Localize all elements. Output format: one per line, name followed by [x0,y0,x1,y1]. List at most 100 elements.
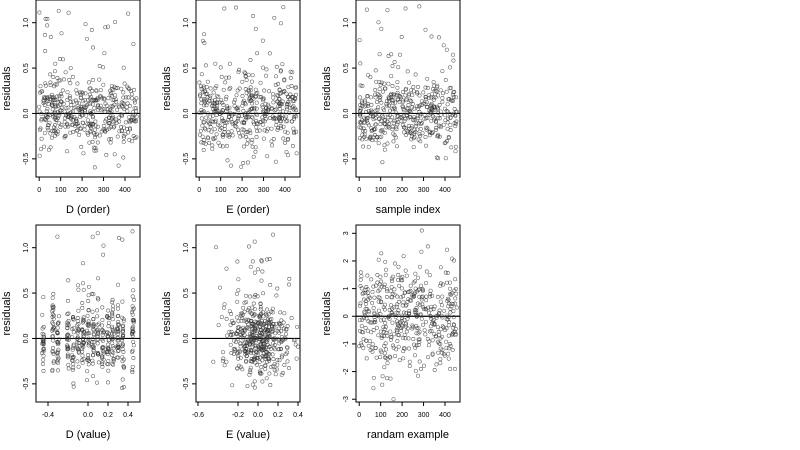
data-point [218,65,223,70]
data-point [267,51,272,56]
data-point [403,93,408,98]
data-point [380,129,385,134]
data-point [452,121,457,125]
data-point [115,355,120,360]
data-point [131,320,136,325]
data-point [65,352,70,357]
data-point [211,90,216,95]
data-point [205,135,210,140]
data-point [55,129,60,134]
data-point [364,136,369,141]
data-point [277,347,282,352]
data-point [105,350,109,354]
data-point [250,137,255,142]
data-point [82,123,87,128]
data-point [285,118,290,123]
data-point [401,254,406,259]
data-point [110,115,115,120]
data-point [221,350,225,355]
data-point [396,97,401,102]
data-point [205,111,210,116]
data-point [50,98,55,103]
data-point [75,359,80,364]
data-point [63,70,68,75]
data-point [366,343,371,348]
y-tick-label: -0.5 [343,153,350,165]
data-point [119,86,124,91]
data-point [378,348,383,353]
data-point [267,89,272,94]
data-point [269,107,274,111]
data-point [115,349,120,354]
data-point [422,363,426,368]
data-point [368,134,373,139]
data-point [368,135,373,140]
data-point [232,121,237,126]
data-point [371,284,376,289]
data-point [226,117,231,122]
data-point [82,127,87,132]
data-point [417,4,422,9]
data-point [242,113,247,118]
data-point [207,140,212,145]
data-point [78,126,83,131]
x-axis-label: E (order) [226,204,269,216]
data-point [126,11,131,16]
data-point [288,69,293,74]
data-point [98,88,103,93]
data-point [242,345,247,350]
data-point [37,153,42,158]
data-point [408,98,413,103]
data-point [51,307,56,312]
data-point [95,380,99,385]
data-point [56,347,61,352]
data-point [199,97,204,102]
data-point [449,304,454,309]
data-point [452,366,457,371]
data-point [234,331,239,336]
y-tick-label: 0 [343,314,350,318]
data-point [250,259,255,264]
x-tick-label: 100 [375,187,387,194]
data-point [71,362,76,367]
data-point [88,124,93,129]
data-point [86,132,91,137]
data-point [411,85,416,89]
data-point [378,312,383,317]
data-point [96,360,101,365]
data-point [404,329,409,334]
data-point [73,98,78,103]
data-point [391,121,396,126]
data-point [294,108,299,113]
data-point [120,342,125,347]
data-point [285,102,290,107]
data-point [267,371,272,376]
data-point [106,324,111,329]
data-point [273,372,278,377]
data-point [437,311,441,316]
data-point [66,311,71,316]
data-point [389,337,393,342]
data-point [395,321,400,326]
data-point [250,73,255,78]
data-point [382,365,387,370]
data-point [424,125,429,130]
data-point [271,100,276,105]
data-point [413,286,418,291]
data-point [389,303,393,308]
data-point [256,321,261,326]
data-point [382,81,387,86]
data-point [75,330,80,335]
data-point [384,287,389,292]
data-point [282,363,287,367]
y-tick-label: 0.0 [23,108,30,118]
data-point [247,89,251,94]
data-point [48,94,53,99]
data-point [49,102,54,107]
data-point [251,96,256,101]
data-point [57,337,61,342]
data-point [386,54,391,58]
data-point [86,98,91,103]
data-point [53,133,58,138]
data-point [121,317,126,322]
